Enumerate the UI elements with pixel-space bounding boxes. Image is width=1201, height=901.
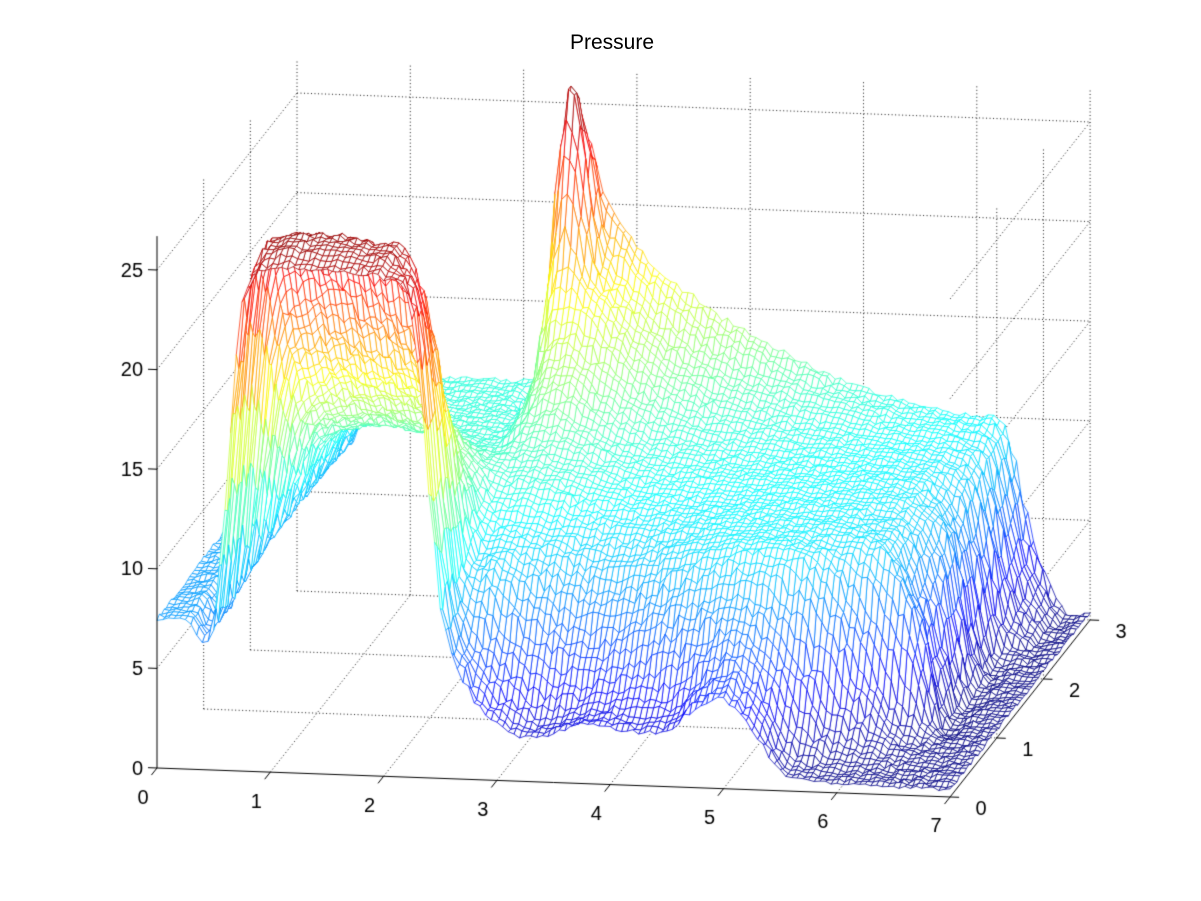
chart-title: Pressure	[569, 31, 655, 54]
